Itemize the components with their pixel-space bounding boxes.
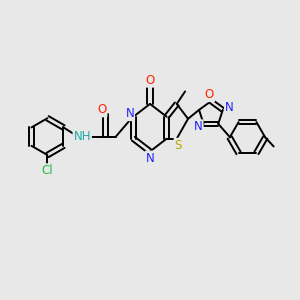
Text: N: N <box>125 107 134 120</box>
Text: N: N <box>194 120 203 133</box>
Text: Cl: Cl <box>42 164 53 177</box>
Text: O: O <box>205 88 214 101</box>
Text: S: S <box>175 139 182 152</box>
Text: O: O <box>97 103 106 116</box>
Text: N: N <box>146 152 154 164</box>
Text: NH: NH <box>74 130 91 143</box>
Text: N: N <box>225 101 234 114</box>
Text: O: O <box>146 74 154 87</box>
